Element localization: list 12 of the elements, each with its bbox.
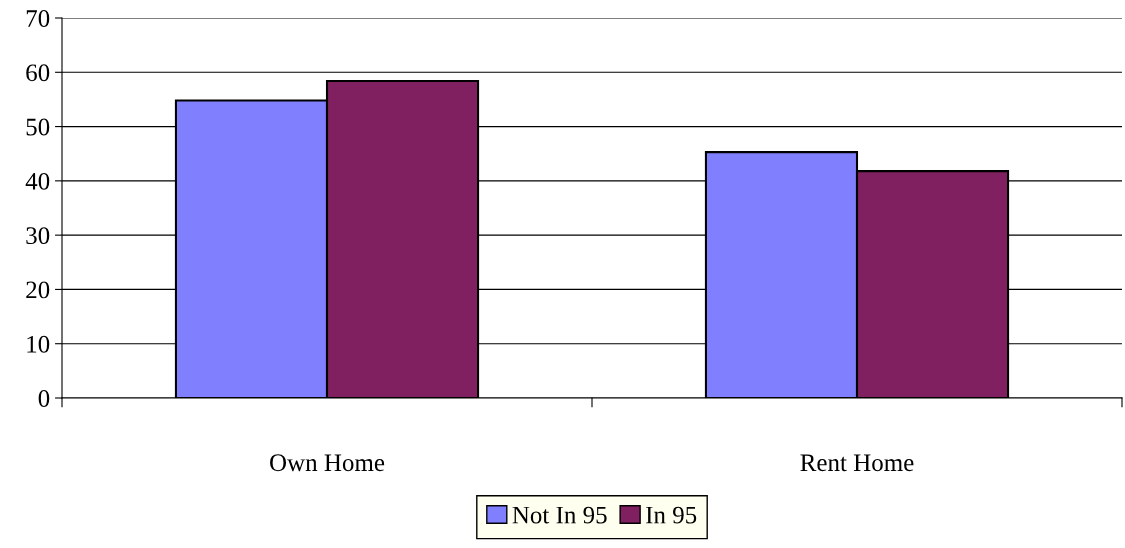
y-tick-label: 0 — [38, 390, 50, 407]
y-tick-label: 40 — [25, 172, 50, 190]
x-tick-label: Rent Home — [800, 454, 914, 472]
y-tick-label: 20 — [26, 281, 50, 299]
y-tick-label: 60 — [26, 64, 50, 82]
y-tick-label: 10 — [27, 335, 50, 353]
legend-label: In 95 — [646, 506, 697, 524]
legend-label: Not In 95 — [512, 506, 607, 524]
y-tick-label: 30 — [26, 227, 50, 245]
y-tick-label: 50 — [26, 118, 50, 136]
y-tick-label: 70 — [26, 10, 50, 27]
x-tick-label: Own Home — [270, 454, 385, 472]
